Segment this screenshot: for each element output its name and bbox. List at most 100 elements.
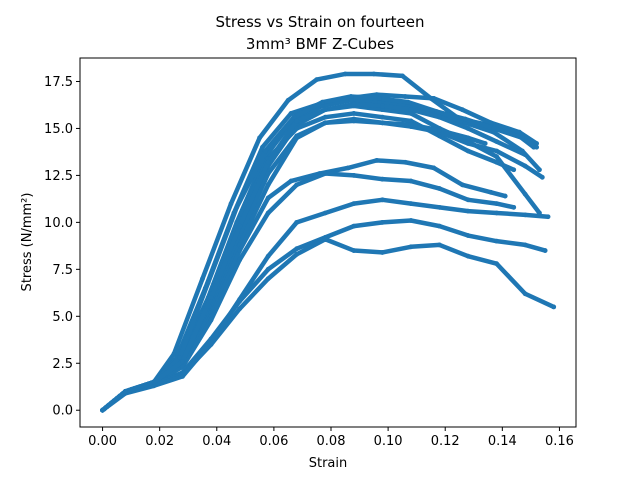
data-point [380,114,385,120]
data-point [322,171,328,176]
data-point [437,223,442,229]
chart-title-line-1: Stress vs Strain on fourteen [216,13,425,31]
series-trace [100,101,528,413]
data-point [380,103,385,109]
y-tick-label: 5.0 [52,310,73,325]
data-point [265,159,271,165]
data-point [408,178,414,184]
data-point [380,107,385,113]
y-tick-label: 12.5 [44,169,73,184]
data-point [180,374,185,379]
data-point [371,71,377,77]
data-point [494,210,500,216]
data-point [100,407,105,413]
data-point [237,296,243,302]
data-point [522,152,528,158]
data-point [294,251,300,257]
data-point [265,276,271,282]
data-point [351,223,357,229]
data-point [322,107,328,113]
data-point [434,109,440,114]
data-point [377,95,382,101]
data-point [408,122,414,128]
x-tick-label: 0.14 [488,434,517,449]
data-point [522,163,528,169]
data-point [431,95,437,101]
data-point [351,118,357,124]
data-point [534,144,539,150]
data-point [522,242,528,248]
data-point [322,210,328,216]
data-point [465,148,471,154]
data-point [465,135,471,141]
data-point [351,173,357,178]
data-point [408,107,414,113]
data-point [402,159,408,165]
data-point [437,127,442,133]
data-point [288,178,294,184]
data-point [294,135,300,141]
data-point [405,99,411,105]
data-point [545,214,551,220]
data-point [462,116,468,122]
data-point [374,92,380,98]
y-tick-label: 0.0 [52,404,73,419]
data-point [380,219,385,225]
data-point [257,135,263,141]
data-point [431,165,437,171]
data-point [519,135,525,141]
data-point [551,304,557,310]
data-point [459,182,465,188]
data-point [123,389,128,394]
data-point [151,379,157,385]
axes-frame [79,57,577,428]
data-point [177,355,183,361]
data-point [494,261,500,267]
data-point [237,257,243,263]
data-point [488,189,494,195]
data-point [180,358,185,364]
data-point [380,120,385,126]
data-point [234,204,240,210]
data-point [465,126,471,131]
data-point [265,210,271,216]
data-point [237,248,243,253]
y-tick-label: 2.5 [52,357,73,372]
data-point [314,77,320,82]
data-point [322,236,328,242]
data-point [351,101,357,107]
data-point [380,176,385,182]
data-point [265,195,271,201]
data-point [494,148,500,154]
data-point [408,218,414,223]
data-point [542,248,548,253]
x-tick-label: 0.04 [202,434,231,449]
y-axis-label: Stress (N/mm²) [20,193,35,292]
data-point [322,120,328,126]
data-point [171,351,177,357]
data-point [208,317,214,323]
data-point [408,244,414,250]
data-point [345,165,351,171]
y-axis-ticks: 0.0 2.5 5.0 7.5 10.0 12.5 15.0 17.5 [44,75,80,419]
y-tick-label: 17.5 [44,75,73,90]
data-point [262,148,268,154]
data-point [488,120,494,126]
x-tick-label: 0.06 [259,434,288,449]
data-point [522,212,528,218]
plot-area [100,71,557,413]
series-trace [100,171,516,413]
data-point [237,223,243,229]
data-point [265,266,271,272]
data-point [200,276,205,282]
data-point [408,118,414,124]
data-point [265,182,271,188]
data-point [237,306,243,312]
series-10 [100,171,517,413]
data-point [351,248,357,253]
chart-title-line-2: 3mm³ BMF Z-Cubes [246,35,394,53]
data-point [228,201,234,206]
data-point [374,157,380,163]
data-point [208,340,214,345]
data-point [294,126,300,131]
